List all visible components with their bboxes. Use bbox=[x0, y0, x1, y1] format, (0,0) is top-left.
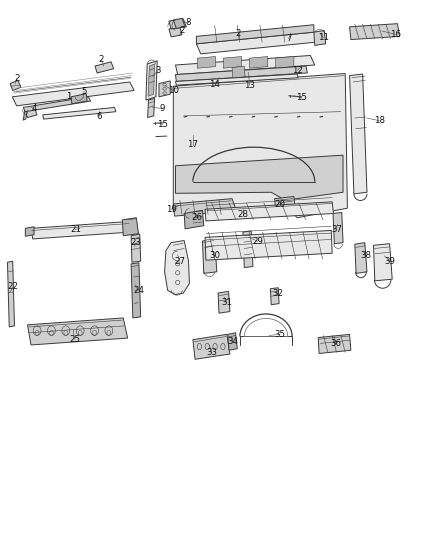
Polygon shape bbox=[173, 18, 185, 28]
Text: 15: 15 bbox=[296, 93, 307, 102]
Polygon shape bbox=[196, 32, 320, 54]
Polygon shape bbox=[71, 94, 87, 104]
Polygon shape bbox=[232, 66, 245, 78]
Polygon shape bbox=[176, 155, 343, 200]
Polygon shape bbox=[196, 25, 314, 44]
Polygon shape bbox=[275, 197, 295, 211]
Polygon shape bbox=[223, 56, 242, 68]
Polygon shape bbox=[31, 221, 131, 239]
Polygon shape bbox=[10, 80, 21, 91]
Polygon shape bbox=[270, 288, 279, 305]
Polygon shape bbox=[43, 108, 116, 119]
Text: 24: 24 bbox=[133, 286, 144, 295]
Polygon shape bbox=[25, 107, 37, 117]
Text: 2: 2 bbox=[179, 26, 185, 35]
Text: 27: 27 bbox=[174, 257, 185, 265]
Text: 39: 39 bbox=[385, 257, 396, 265]
Text: 2: 2 bbox=[14, 74, 19, 83]
Polygon shape bbox=[318, 334, 351, 353]
Polygon shape bbox=[205, 202, 333, 221]
Polygon shape bbox=[374, 244, 392, 281]
Polygon shape bbox=[169, 19, 186, 29]
Polygon shape bbox=[131, 234, 141, 262]
Polygon shape bbox=[159, 81, 170, 97]
Polygon shape bbox=[202, 239, 217, 273]
Text: 22: 22 bbox=[7, 282, 19, 291]
Polygon shape bbox=[176, 55, 315, 75]
Polygon shape bbox=[350, 23, 399, 39]
Text: 9: 9 bbox=[160, 104, 165, 113]
Polygon shape bbox=[350, 74, 367, 194]
Polygon shape bbox=[23, 97, 91, 112]
Polygon shape bbox=[176, 74, 298, 85]
Text: 10: 10 bbox=[168, 86, 179, 95]
Text: 18: 18 bbox=[374, 116, 385, 125]
Text: 30: 30 bbox=[209, 252, 220, 261]
Polygon shape bbox=[7, 261, 14, 327]
Polygon shape bbox=[95, 62, 114, 73]
Polygon shape bbox=[228, 333, 237, 350]
Text: 23: 23 bbox=[131, 238, 142, 247]
Polygon shape bbox=[176, 66, 307, 82]
Text: 2: 2 bbox=[236, 29, 241, 38]
Text: 1: 1 bbox=[66, 92, 71, 101]
Polygon shape bbox=[193, 334, 230, 359]
Text: 38: 38 bbox=[360, 252, 371, 261]
Polygon shape bbox=[23, 109, 28, 120]
Polygon shape bbox=[218, 292, 230, 313]
Text: 33: 33 bbox=[206, 348, 217, 357]
Text: 34: 34 bbox=[228, 337, 239, 346]
Polygon shape bbox=[355, 243, 367, 273]
Polygon shape bbox=[314, 30, 325, 45]
Text: 7: 7 bbox=[286, 34, 291, 43]
Polygon shape bbox=[28, 318, 127, 345]
Text: 20: 20 bbox=[275, 200, 286, 209]
Text: 2: 2 bbox=[99, 55, 104, 64]
Text: 29: 29 bbox=[252, 237, 263, 246]
Text: 25: 25 bbox=[69, 335, 80, 344]
Text: 37: 37 bbox=[331, 225, 342, 234]
Polygon shape bbox=[148, 99, 155, 117]
Polygon shape bbox=[250, 56, 268, 68]
Text: 31: 31 bbox=[221, 298, 232, 307]
Text: 12: 12 bbox=[292, 66, 303, 75]
Polygon shape bbox=[122, 217, 138, 236]
Polygon shape bbox=[12, 82, 134, 106]
Polygon shape bbox=[205, 230, 332, 260]
Text: 21: 21 bbox=[70, 225, 81, 234]
Polygon shape bbox=[146, 61, 157, 100]
Polygon shape bbox=[173, 199, 237, 216]
Text: 16: 16 bbox=[390, 30, 401, 39]
Polygon shape bbox=[333, 213, 343, 244]
Text: 28: 28 bbox=[237, 210, 248, 219]
Text: 4: 4 bbox=[31, 104, 37, 113]
Polygon shape bbox=[276, 56, 294, 68]
Text: 35: 35 bbox=[275, 330, 286, 339]
Polygon shape bbox=[243, 231, 253, 268]
Polygon shape bbox=[197, 56, 215, 68]
Text: 11: 11 bbox=[318, 33, 329, 42]
Text: 6: 6 bbox=[96, 112, 102, 121]
Text: 15: 15 bbox=[157, 120, 168, 129]
Text: 36: 36 bbox=[330, 339, 341, 348]
Text: 8: 8 bbox=[186, 18, 191, 27]
Text: 26: 26 bbox=[192, 213, 203, 222]
Polygon shape bbox=[169, 27, 182, 37]
Text: 3: 3 bbox=[155, 66, 161, 75]
Polygon shape bbox=[184, 211, 204, 229]
Polygon shape bbox=[173, 74, 347, 217]
Polygon shape bbox=[165, 240, 189, 295]
Text: 13: 13 bbox=[244, 80, 255, 90]
Polygon shape bbox=[25, 227, 34, 236]
Text: 17: 17 bbox=[187, 140, 198, 149]
Text: 5: 5 bbox=[81, 87, 87, 96]
Text: 14: 14 bbox=[209, 79, 220, 88]
Text: 32: 32 bbox=[272, 288, 283, 297]
Text: 19: 19 bbox=[166, 205, 177, 214]
Polygon shape bbox=[131, 263, 141, 318]
Polygon shape bbox=[148, 64, 155, 96]
